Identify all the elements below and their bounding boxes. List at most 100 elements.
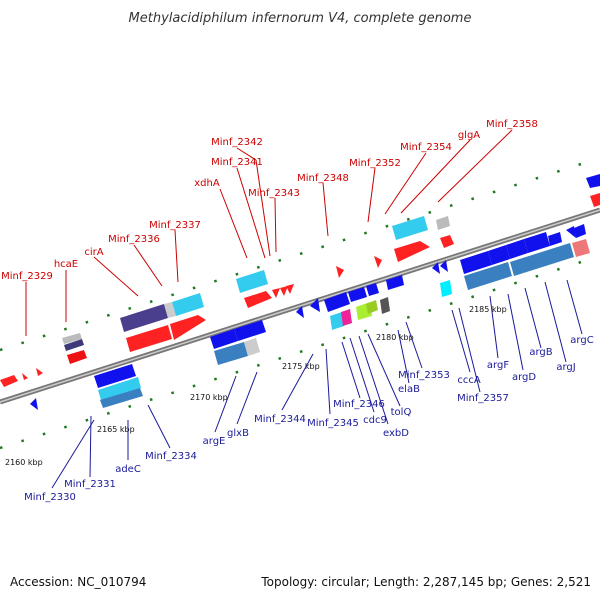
forward-genes [0,174,600,387]
gene-feature [164,302,176,318]
gene-label: argJ [556,362,575,373]
gene-feature [94,364,136,388]
gene-feature [460,251,492,274]
gene-label: argD [512,372,536,383]
gene-feature [296,306,304,318]
gene-feature [126,325,172,352]
gene-label: Minf_2330 [24,492,76,503]
gene-feature [366,283,379,296]
gene-feature [170,315,206,340]
gene-label: argC [570,335,593,346]
gene-feature [348,287,367,302]
gene-label: Minf_2354 [400,142,452,153]
top-leaders [25,129,513,336]
gene-label: Minf_2329 [1,271,53,282]
gene-label: exbD [383,428,409,439]
gene-feature [432,262,440,274]
gene-feature [67,350,87,364]
gene-label: argB [529,347,552,358]
scale-label: 2160 kbp [5,458,43,467]
gene-label: cccA [457,375,480,386]
gene-label: elaB [398,384,420,395]
gene-feature [36,368,43,376]
gene-label: tolQ [391,407,412,418]
gene-label: glgA [458,130,480,141]
gene-feature [386,275,404,290]
gene-feature [62,333,82,344]
gene-feature [286,284,294,294]
gene-label: Minf_2352 [349,158,401,169]
gene-label: cdc9 [363,415,387,426]
gene-feature [330,312,344,330]
gene-feature [30,398,38,410]
gene-label: Minf_2346 [333,399,385,410]
scale-label: 2165 kbp [97,425,135,434]
gene-feature [100,388,143,408]
gene-feature [280,286,288,296]
gene-label: Minf_2357 [457,393,509,404]
gene-feature [214,342,248,365]
gene-feature [374,256,382,268]
top-gene-labels: Minf_2329 hcaE cirA Minf_2336 Minf_2337 … [1,119,538,282]
topology-label: Topology: circular; Length: 2,287,145 bp… [260,575,591,589]
gene-label: Minf_2343 [248,188,300,199]
gene-feature [566,226,576,238]
gene-feature [440,260,448,272]
gene-feature [236,270,268,293]
scale-label: 2185 kbp [469,305,507,314]
gene-label: Minf_2348 [297,173,349,184]
bottom-leaders [51,279,583,489]
gene-feature [0,375,18,387]
scale-label: 2180 kbp [376,333,414,342]
gene-feature [380,297,390,314]
gene-label: hcaE [54,259,78,270]
scale-labels: 2160 kbp 2165 kbp 2170 kbp 2175 kbp 2180… [5,305,507,467]
gene-feature [366,300,378,314]
gene-feature [120,304,168,332]
gene-feature [272,288,280,298]
gene-feature [548,232,562,246]
gene-feature [574,224,586,238]
reverse-genes [30,224,590,410]
gene-feature [98,377,141,400]
gene-label: glxB [227,428,249,439]
gene-feature [394,241,430,262]
gene-label: adeC [115,464,141,475]
gene-label: Minf_2358 [486,119,538,130]
gene-feature [244,291,272,308]
gene-feature [64,339,84,351]
gene-feature [244,338,260,356]
gene-label: Minf_2345 [307,418,359,429]
gene-feature [524,232,550,253]
gene-label: Minf_2337 [149,220,201,231]
accession-label: Accession: NC_010794 [10,575,146,589]
gene-label: Minf_2342 [211,137,263,148]
gene-feature [506,239,528,259]
gene-label: Minf_2334 [145,451,197,462]
gene-label: Minf_2344 [254,414,306,425]
scale-label: 2175 kbp [282,362,320,371]
gene-feature [440,280,452,297]
gene-feature [392,216,428,240]
scale-label: 2170 kbp [190,393,228,402]
gene-feature [172,293,204,316]
gene-feature [324,292,350,312]
gene-feature [341,309,352,326]
gene-feature [336,266,344,278]
gene-label: Minf_2336 [108,234,160,245]
gene-label: xdhA [194,178,220,189]
gene-feature [464,262,512,290]
gene-label: argE [203,436,226,447]
gene-label: cirA [84,247,103,258]
genome-axis [0,207,600,405]
gene-label: Minf_2341 [211,157,263,168]
gene-label: Minf_2331 [64,479,116,490]
gene-feature [586,174,600,188]
gene-feature [234,320,266,341]
gene-feature [488,245,510,265]
gene-feature [590,193,600,207]
map-title: Methylacidiphilum infernorum V4, complet… [129,11,472,26]
gene-feature [210,329,238,349]
gene-feature [436,216,450,230]
